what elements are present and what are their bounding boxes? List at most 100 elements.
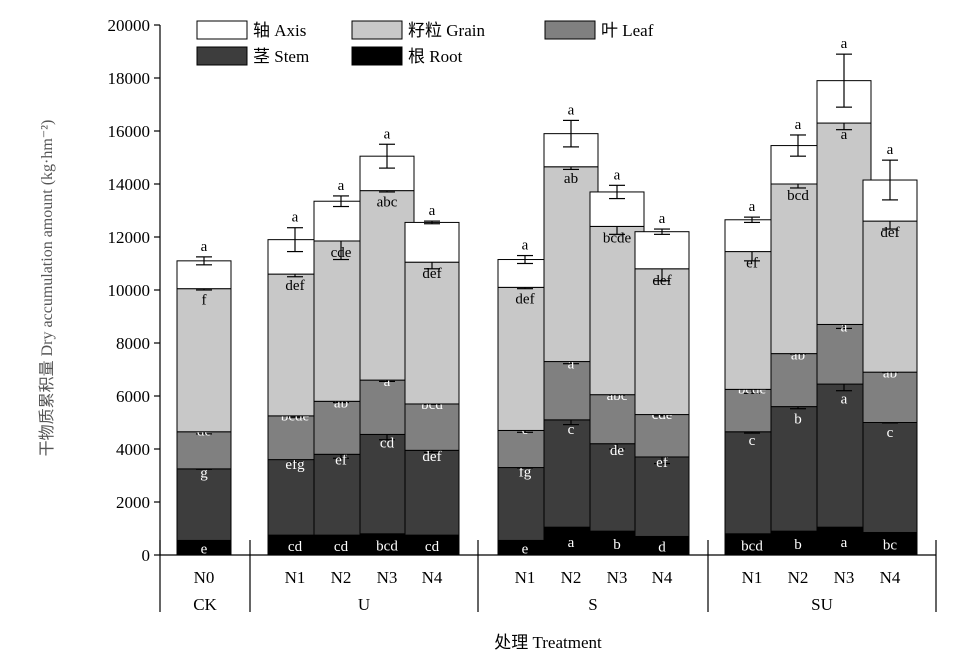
y-tick-label: 0 xyxy=(142,546,151,565)
bar-stack: defcdedefa xyxy=(634,211,690,556)
bar-segment xyxy=(862,371,918,423)
significance-letter: def xyxy=(515,291,534,307)
legend-swatch xyxy=(544,20,596,40)
significance-letter: a xyxy=(429,203,436,219)
bar-segment xyxy=(267,415,323,461)
significance-letter: a xyxy=(522,238,529,254)
category-label: N2 xyxy=(788,568,809,587)
significance-letter: a xyxy=(568,356,575,372)
group-label: S xyxy=(588,595,597,614)
significance-letter: def xyxy=(285,278,304,294)
bar-segment xyxy=(497,429,553,469)
significance-letter: bcde xyxy=(603,230,632,246)
significance-letter: bcd xyxy=(741,538,763,554)
significance-letter: cd xyxy=(425,539,440,555)
y-tick-label: 12000 xyxy=(108,228,151,247)
legend-label: 轴 Axis xyxy=(253,21,306,40)
significance-letter: de xyxy=(610,443,625,459)
bar-stack: egdefa xyxy=(176,239,232,558)
significance-letter: c xyxy=(568,422,575,438)
significance-letter: a xyxy=(614,167,621,183)
bar-segment xyxy=(634,414,690,458)
legend-swatch xyxy=(351,20,403,40)
significance-letter: a xyxy=(568,102,575,118)
legend-label: 茎 Stem xyxy=(253,47,309,66)
significance-letter: bc xyxy=(883,538,898,554)
significance-letter: fg xyxy=(519,464,532,480)
category-label: N1 xyxy=(515,568,536,587)
y-tick-label: 14000 xyxy=(108,175,151,194)
significance-letter: c xyxy=(887,425,894,441)
bar-segment xyxy=(404,261,460,405)
y-tick-label: 18000 xyxy=(108,69,151,88)
significance-letter: ef xyxy=(656,455,668,471)
legend-item: 轴 Axis xyxy=(196,20,306,40)
bar-segment xyxy=(543,166,599,363)
significance-letter: a xyxy=(568,535,575,551)
bar-segment xyxy=(770,353,826,408)
significance-letter: a xyxy=(841,535,848,551)
category-label: N3 xyxy=(607,568,628,587)
significance-letter: ef xyxy=(746,256,758,272)
category-label: N4 xyxy=(422,568,443,587)
legend-item: 茎 Stem xyxy=(196,46,309,66)
bar-segment xyxy=(816,323,872,385)
significance-letter: a xyxy=(887,142,894,158)
bar-segment xyxy=(862,422,918,533)
y-tick-label: 6000 xyxy=(116,387,150,406)
y-tick-label: 2000 xyxy=(116,493,150,512)
significance-letter: g xyxy=(200,466,208,482)
bar-segment xyxy=(634,456,690,537)
x-axis: CK U S SU N0 N1 N2 N3 N4 N1 N2 N3 N4 N1 N2 N3 N4 xyxy=(159,540,937,614)
category-label: N0 xyxy=(194,568,215,587)
significance-letter: def xyxy=(880,225,899,241)
bar-stack: efgedefa xyxy=(497,238,553,558)
significance-letter: cd xyxy=(380,435,395,451)
bar-segment xyxy=(313,400,369,455)
bar-segment xyxy=(176,431,232,470)
bar-segment xyxy=(862,220,918,373)
significance-letter: a xyxy=(659,211,666,227)
bar-segment xyxy=(634,231,690,270)
y-tick-label: 8000 xyxy=(116,334,150,353)
significance-letter: e xyxy=(522,542,529,558)
significance-letter: e xyxy=(201,542,208,558)
category-label: N4 xyxy=(880,568,901,587)
bar-segment xyxy=(543,419,599,528)
group-label: CK xyxy=(193,595,217,614)
bar-segment xyxy=(770,183,826,355)
bar-stack: bcdcbcdeefa xyxy=(724,199,780,556)
significance-letter: c xyxy=(749,433,756,449)
y-axis-title: 干物质累积量 Dry accumulation amount (kg·hm⁻²) xyxy=(38,120,56,457)
significance-letter: a xyxy=(841,392,848,408)
bar-segment xyxy=(404,449,460,536)
category-label: N3 xyxy=(834,568,855,587)
significance-letter: a xyxy=(749,199,756,215)
y-tick-label: 10000 xyxy=(108,281,151,300)
bar-segment xyxy=(816,122,872,325)
significance-letter: efg xyxy=(285,457,305,473)
bar-segment xyxy=(724,251,780,390)
y-tick-label: 20000 xyxy=(108,16,151,35)
significance-letter: cde xyxy=(331,245,352,261)
significance-letter: ab xyxy=(564,171,578,187)
bar-segment xyxy=(404,221,460,263)
bar-segment xyxy=(543,361,599,421)
bar-segment xyxy=(267,273,323,417)
bar-segment xyxy=(313,453,369,536)
bar-segment xyxy=(724,388,780,433)
y-axis: 0 2000 4000 6000 8000 10000 12000 14000 16000 180… xyxy=(108,16,161,565)
legend-item: 叶 Leaf xyxy=(544,20,654,40)
legend-item: 根 Root xyxy=(351,46,463,66)
y-tick-label: 16000 xyxy=(108,122,151,141)
bar-stacks: egdefacdefgbcdedefacdefabcdeabcdcdaabcac… xyxy=(176,36,918,558)
significance-letter: a xyxy=(201,239,208,255)
category-label: N1 xyxy=(285,568,306,587)
significance-letter: b xyxy=(613,537,621,553)
bar-stack: a a a a a xyxy=(816,36,872,556)
legend-item: 籽粒 Grain xyxy=(351,20,485,40)
significance-letter: cd xyxy=(334,539,349,555)
